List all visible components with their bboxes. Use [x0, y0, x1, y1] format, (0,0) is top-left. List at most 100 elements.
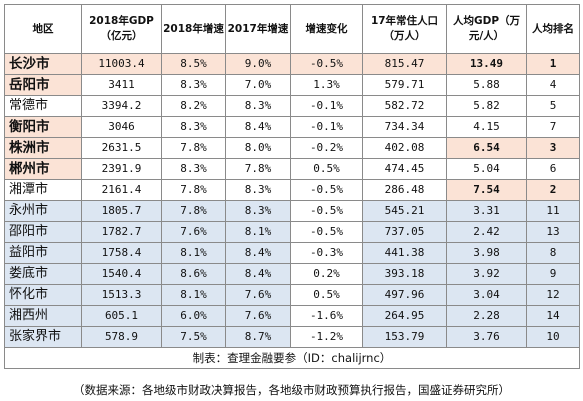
- growth-change-cell: -1.2%: [290, 326, 363, 348]
- region-cell: 张家界市: [4, 326, 82, 348]
- growth-2017-cell: 8.3%: [225, 179, 291, 201]
- per-capita-gdp-cell: 4.15: [446, 116, 527, 138]
- growth-2017-cell: 7.0%: [225, 74, 291, 96]
- growth-2017-cell: 8.7%: [225, 326, 291, 348]
- region-cell: 怀化市: [4, 284, 82, 306]
- gdp-2018-cell: 3411: [81, 74, 162, 96]
- header-population: 17年常住人口（万人）: [362, 4, 447, 54]
- growth-2017-cell: 8.1%: [225, 221, 291, 243]
- per-capita-gdp-cell: 3.92: [446, 263, 527, 285]
- growth-2018-cell: 8.3%: [161, 158, 226, 180]
- header-per-capita-gdp: 人均GDP（万元/人）: [446, 4, 527, 54]
- gdp-2018-cell: 1513.3: [81, 284, 162, 306]
- table-row: 张家界市 578.9 7.5% 8.7% -1.2% 153.79 3.76 1…: [4, 326, 580, 348]
- growth-2018-cell: 7.8%: [161, 137, 226, 159]
- growth-change-cell: 0.5%: [290, 284, 363, 306]
- growth-2017-cell: 7.8%: [225, 158, 291, 180]
- population-cell: 545.21: [362, 200, 447, 222]
- header-growth-change: 增速变化: [290, 4, 363, 54]
- data-source-note: （数据来源：各地级市财政决算报告，各地级市财政预算执行报告，国盛证券研究所）: [73, 383, 510, 397]
- region-cell: 益阳市: [4, 242, 82, 264]
- gdp-2018-cell: 2161.4: [81, 179, 162, 201]
- growth-2018-cell: 8.2%: [161, 95, 226, 117]
- table-row: 衡阳市 3046 8.3% 8.4% -0.1% 734.34 4.15 7: [4, 116, 580, 138]
- growth-change-cell: 0.2%: [290, 263, 363, 285]
- population-cell: 815.47: [362, 53, 447, 75]
- table-row: 湘潭市 2161.4 7.8% 8.3% -0.5% 286.48 7.54 2: [4, 179, 580, 201]
- per-capita-gdp-cell: 6.54: [446, 137, 527, 159]
- growth-2017-cell: 7.6%: [225, 284, 291, 306]
- table-row: 邵阳市 1782.7 7.6% 8.1% -0.5% 737.05 2.42 1…: [4, 221, 580, 243]
- rank-cell: 5: [526, 95, 580, 117]
- population-cell: 402.08: [362, 137, 447, 159]
- growth-2018-cell: 6.0%: [161, 305, 226, 327]
- growth-2018-cell: 8.5%: [161, 53, 226, 75]
- growth-change-cell: -0.1%: [290, 95, 363, 117]
- per-capita-gdp-cell: 3.76: [446, 326, 527, 348]
- rank-cell: 6: [526, 158, 580, 180]
- population-cell: 441.38: [362, 242, 447, 264]
- gdp-2018-cell: 2391.9: [81, 158, 162, 180]
- growth-change-cell: -0.3%: [290, 242, 363, 264]
- growth-change-cell: -0.1%: [290, 116, 363, 138]
- region-cell: 湘西州: [4, 305, 82, 327]
- rank-cell: 14: [526, 305, 580, 327]
- per-capita-gdp-cell: 5.88: [446, 74, 527, 96]
- gdp-2018-cell: 1805.7: [81, 200, 162, 222]
- gdp-2018-cell: 1758.4: [81, 242, 162, 264]
- population-cell: 264.95: [362, 305, 447, 327]
- table-row: 长沙市 11003.4 8.5% 9.0% -0.5% 815.47 13.49…: [4, 53, 580, 75]
- rank-cell: 12: [526, 284, 580, 306]
- gdp-2018-cell: 1540.4: [81, 263, 162, 285]
- header-growth-2017: 2017年增速: [225, 4, 291, 54]
- gdp-table: 地区 2018年GDP（亿元） 2018年增速 2017年增速 增速变化 17年…: [4, 4, 580, 369]
- population-cell: 734.34: [362, 116, 447, 138]
- gdp-2018-cell: 1782.7: [81, 221, 162, 243]
- table-row: 娄底市 1540.4 8.6% 8.4% 0.2% 393.18 3.92 9: [4, 263, 580, 285]
- population-cell: 737.05: [362, 221, 447, 243]
- growth-2018-cell: 8.3%: [161, 116, 226, 138]
- per-capita-gdp-cell: 3.31: [446, 200, 527, 222]
- population-cell: 286.48: [362, 179, 447, 201]
- header-per-capita-rank: 人均排名: [526, 4, 580, 54]
- table-row: 株洲市 2631.5 7.8% 8.0% -0.2% 402.08 6.54 3: [4, 137, 580, 159]
- growth-2017-cell: 8.4%: [225, 116, 291, 138]
- gdp-2018-cell: 3394.2: [81, 95, 162, 117]
- rank-cell: 8: [526, 242, 580, 264]
- region-cell: 娄底市: [4, 263, 82, 285]
- region-cell: 湘潭市: [4, 179, 82, 201]
- table-credit: 制表：查理金融要参（ID：chalijrnc）: [4, 347, 580, 369]
- region-cell: 邵阳市: [4, 221, 82, 243]
- rank-cell: 4: [526, 74, 580, 96]
- header-gdp-2018: 2018年GDP（亿元）: [81, 4, 162, 54]
- growth-change-cell: -0.5%: [290, 200, 363, 222]
- rank-cell: 10: [526, 326, 580, 348]
- region-cell: 岳阳市: [4, 74, 82, 96]
- gdp-2018-cell: 11003.4: [81, 53, 162, 75]
- region-cell: 常德市: [4, 95, 82, 117]
- growth-2018-cell: 8.3%: [161, 74, 226, 96]
- gdp-table-container: 地区 2018年GDP（亿元） 2018年增速 2017年增速 增速变化 17年…: [4, 4, 580, 369]
- growth-2018-cell: 7.8%: [161, 200, 226, 222]
- growth-2018-cell: 7.6%: [161, 221, 226, 243]
- table-row: 常德市 3394.2 8.2% 8.3% -0.1% 582.72 5.82 5: [4, 95, 580, 117]
- per-capita-gdp-cell: 3.04: [446, 284, 527, 306]
- table-footer-row: 制表：查理金融要参（ID：chalijrnc）: [4, 347, 580, 369]
- header-region: 地区: [4, 4, 82, 54]
- rank-cell: 11: [526, 200, 580, 222]
- growth-change-cell: -0.2%: [290, 137, 363, 159]
- rank-cell: 13: [526, 221, 580, 243]
- table-row: 郴州市 2391.9 8.3% 7.8% 0.5% 474.45 5.04 6: [4, 158, 580, 180]
- per-capita-gdp-cell: 3.98: [446, 242, 527, 264]
- growth-change-cell: -1.6%: [290, 305, 363, 327]
- growth-2018-cell: 7.8%: [161, 179, 226, 201]
- gdp-2018-cell: 578.9: [81, 326, 162, 348]
- growth-2017-cell: 8.3%: [225, 200, 291, 222]
- growth-change-cell: -0.5%: [290, 53, 363, 75]
- rank-cell: 2: [526, 179, 580, 201]
- growth-2017-cell: 8.3%: [225, 95, 291, 117]
- growth-2017-cell: 8.4%: [225, 263, 291, 285]
- table-row: 岳阳市 3411 8.3% 7.0% 1.3% 579.71 5.88 4: [4, 74, 580, 96]
- rank-cell: 9: [526, 263, 580, 285]
- header-growth-2018: 2018年增速: [161, 4, 226, 54]
